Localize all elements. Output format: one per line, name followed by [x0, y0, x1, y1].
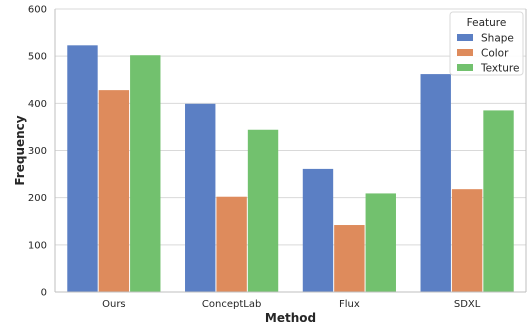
y-axis-label: Frequency [13, 115, 27, 185]
x-tick-label: SDXL [454, 299, 481, 310]
y-tick-label: 400 [28, 99, 47, 110]
legend-label-shape: Shape [481, 33, 514, 45]
bar-texture-ours [130, 55, 161, 293]
bar-shape-flux [302, 168, 334, 292]
y-tick-label: 0 [41, 288, 47, 299]
legend-swatch-shape [457, 34, 473, 41]
x-tick-label: Ours [102, 299, 126, 310]
bar-color-sdxl [451, 189, 483, 292]
x-tick-label: ConceptLab [202, 299, 261, 310]
legend: Feature Shape Color Texture [449, 11, 524, 76]
bar-shape-sdxl [420, 74, 451, 292]
y-tick-label: 200 [28, 193, 47, 204]
legend-title: Feature [467, 17, 507, 29]
bar-color-flux [334, 225, 365, 292]
x-tick-label: Flux [339, 299, 360, 310]
legend-swatch-texture [457, 64, 473, 71]
bar-texture-sdxl [483, 110, 514, 293]
y-tick-label: 500 [28, 52, 47, 63]
bar-color-ours [98, 90, 130, 292]
bar-shape-ours [67, 45, 98, 293]
bar-texture-flux [365, 193, 396, 292]
legend-label-color: Color [481, 48, 509, 60]
bar-shape-conceptlab [185, 103, 216, 293]
y-tick-label: 300 [28, 146, 47, 157]
bars-layer [67, 45, 514, 293]
y-tick-label: 600 [28, 5, 47, 16]
bar-color-conceptlab [216, 196, 247, 292]
legend-label-texture: Texture [480, 63, 519, 75]
bar-texture-conceptlab [247, 129, 279, 292]
x-axis-label: Method [265, 311, 316, 325]
y-tick-label: 100 [28, 240, 47, 251]
axes-layer: 0 100 200 300 400 500 600 Ours ConceptLab Flux SDX… [28, 5, 527, 310]
legend-box [449, 11, 524, 76]
legend-swatch-color [457, 49, 473, 56]
